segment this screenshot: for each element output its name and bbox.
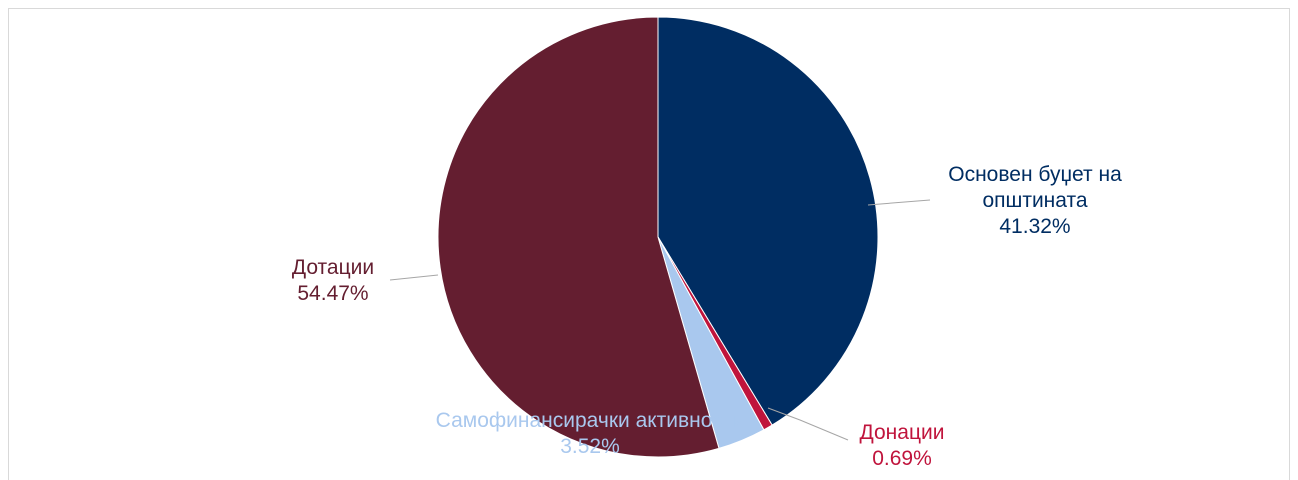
slice-label: Основен буџет на општината 41.32% (948, 163, 1122, 238)
slice-label: Донации 0.69% (860, 421, 945, 470)
slice-name: Дотации (292, 256, 374, 279)
pie-slice (437, 16, 720, 458)
slice-percent: 0.69% (872, 447, 932, 470)
slice-name: Самофинансирачки активности (436, 409, 745, 432)
slice-label: Самофинансирачки активности 3.52% (436, 409, 745, 458)
leader-line (867, 199, 931, 206)
slice-name: Основен буџет на (948, 163, 1122, 186)
slice-percent: 3.52% (560, 435, 620, 458)
pie-slices (437, 16, 879, 458)
slice-name: Донации (860, 421, 945, 444)
slice-label: Дотации 54.47% (292, 256, 374, 305)
slice-percent: 41.32% (999, 215, 1070, 238)
leader-line (389, 274, 439, 281)
leader-line (767, 407, 849, 441)
slice-percent: 54.47% (297, 282, 368, 305)
slice-name: општината (982, 189, 1087, 212)
data-labels: Основен буџет на општината 41.32% Донации 0.… (292, 163, 1122, 470)
leader-lines (389, 199, 931, 441)
pie-slice (657, 16, 879, 426)
